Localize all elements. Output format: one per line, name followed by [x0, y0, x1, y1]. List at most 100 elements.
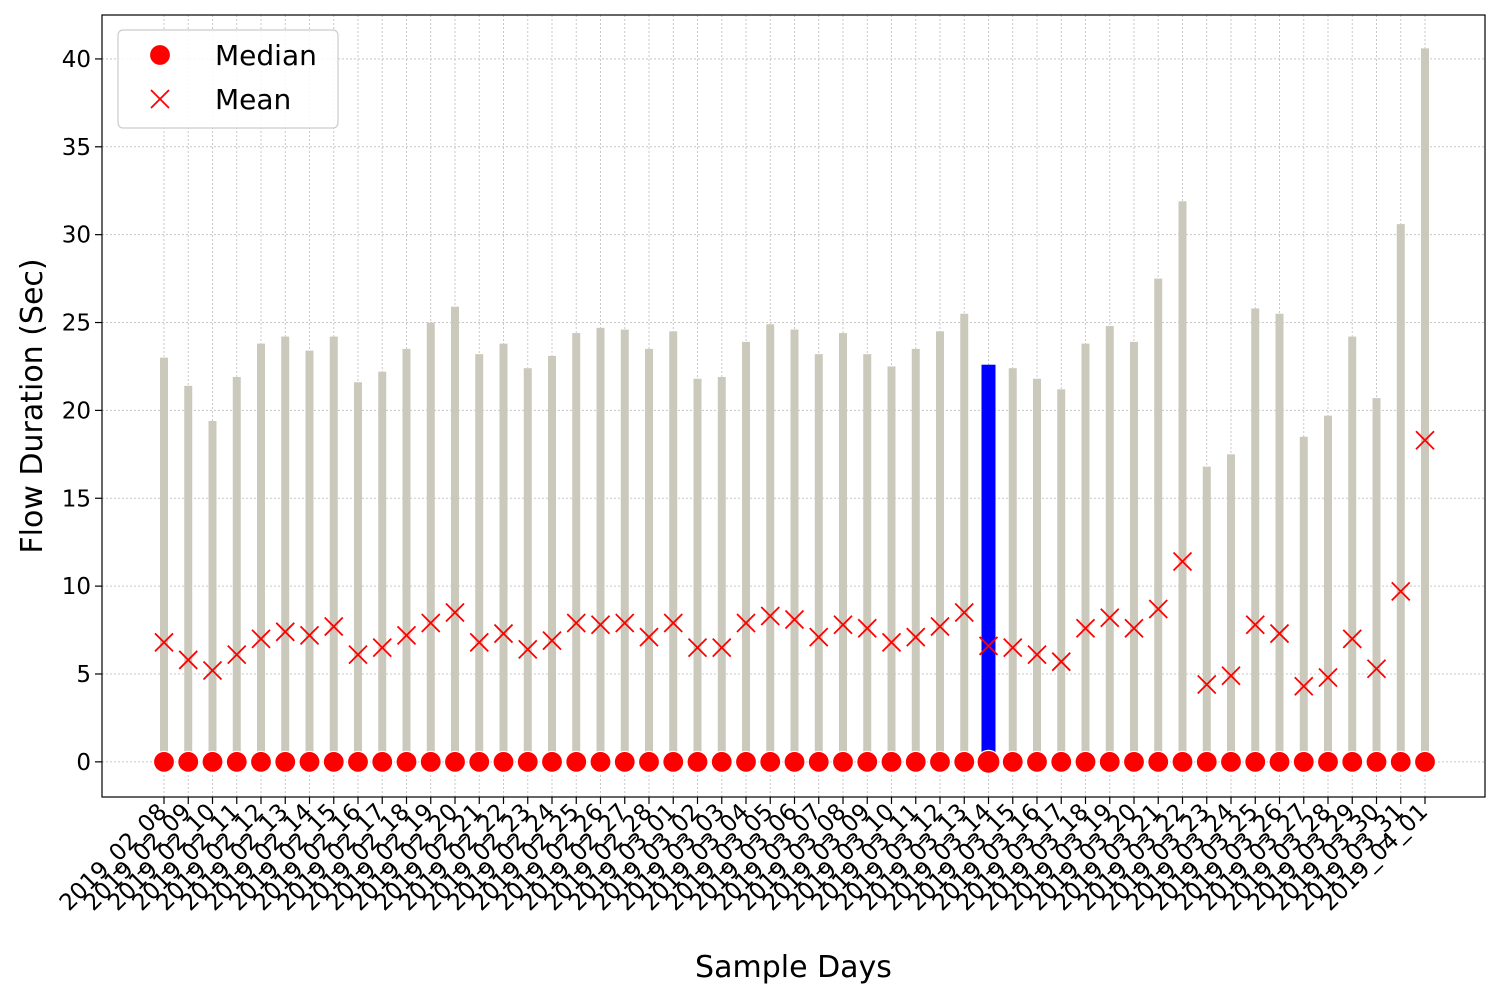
median-marker [274, 750, 297, 773]
bar [1251, 308, 1260, 762]
bar [814, 354, 823, 762]
median-marker [1413, 750, 1437, 773]
legend-mean-x [150, 89, 170, 109]
mean-marker [712, 637, 732, 658]
bar [936, 331, 944, 762]
bar [790, 329, 799, 762]
mean-marker [1366, 659, 1387, 679]
median-marker [1389, 750, 1412, 773]
bar [475, 354, 484, 762]
bar [160, 357, 168, 762]
mean-marker [663, 613, 683, 633]
median-marker [976, 749, 1001, 774]
median-marker [1365, 750, 1388, 773]
median-marker [1316, 750, 1340, 773]
bar [1372, 398, 1381, 762]
mean-marker [299, 625, 320, 645]
bar [426, 322, 435, 762]
median-marker [1147, 750, 1170, 773]
median-marker [1171, 750, 1194, 773]
bar [208, 420, 217, 762]
median-marker [1341, 750, 1364, 773]
bar [548, 355, 556, 762]
y-tick-label: 25 [62, 311, 91, 337]
mean-marker [881, 632, 902, 652]
bar [1130, 341, 1138, 762]
bar [1396, 224, 1405, 762]
mean-marker [930, 616, 950, 637]
bar [523, 368, 532, 762]
median-marker [880, 750, 903, 773]
median-marker [1050, 750, 1073, 773]
median-marker [734, 750, 758, 773]
bar [329, 336, 338, 762]
mean-marker [784, 609, 805, 630]
mean-marker [1172, 551, 1193, 572]
bar [257, 343, 265, 762]
median-marker [928, 750, 952, 773]
median-marker [152, 750, 176, 773]
mean-marker [857, 618, 877, 638]
bar [499, 343, 508, 762]
bar [354, 382, 362, 762]
y-tick-label: 10 [62, 574, 91, 600]
median-marker [904, 750, 927, 773]
legend-mean-label: Mean [215, 83, 291, 116]
mean-marker [906, 627, 926, 647]
mean-marker [1197, 674, 1217, 695]
legend-mean-marker [150, 89, 170, 109]
median-marker [1219, 750, 1243, 773]
bar [669, 331, 678, 762]
y-tick-label: 0 [76, 750, 91, 776]
mean-marker [1391, 581, 1411, 602]
median-marker [322, 750, 345, 773]
bar [378, 371, 387, 762]
bar [305, 350, 314, 762]
bar [1033, 378, 1041, 762]
bar [766, 324, 775, 762]
median-marker [177, 750, 200, 773]
median-marker [468, 750, 491, 773]
median-marker [346, 750, 370, 773]
bar [1299, 436, 1308, 762]
bar [1105, 326, 1114, 762]
mean-marker [178, 650, 198, 670]
mean-marker [227, 645, 247, 665]
bar [402, 348, 411, 762]
mean-marker [1318, 667, 1338, 688]
plot-frame [101, 14, 1486, 798]
median-marker [589, 750, 612, 773]
y-tick-label: 5 [76, 662, 91, 688]
mean-marker [1245, 615, 1265, 635]
axes: 05101520253035402019_02_082019_02_092019… [55, 47, 1433, 916]
median-marker [662, 750, 685, 773]
bar [1057, 389, 1066, 762]
mean-marker [1003, 637, 1023, 658]
bar [911, 348, 920, 762]
median-marker [759, 750, 782, 773]
y-tick-label: 15 [62, 486, 91, 512]
median-marker [686, 750, 709, 773]
mean-marker [324, 616, 344, 637]
bar [232, 377, 241, 762]
bar [184, 385, 193, 762]
median-marker [1122, 750, 1146, 773]
marker-series [152, 430, 1437, 774]
median-marker [516, 750, 539, 773]
median-marker [831, 750, 855, 773]
mean-marker [978, 636, 999, 656]
median-marker [443, 750, 467, 773]
y-tick-label: 35 [62, 135, 91, 161]
bar [1275, 313, 1284, 762]
bar [596, 327, 605, 762]
y-tick-label: 40 [62, 47, 91, 73]
highlighted-bar [981, 364, 996, 762]
median-marker [1268, 750, 1291, 773]
mean-marker [396, 625, 417, 645]
mean-marker [590, 615, 611, 635]
mean-marker [954, 602, 974, 623]
mean-marker [202, 660, 223, 681]
mean-marker [1051, 652, 1071, 672]
mean-marker [615, 613, 635, 633]
